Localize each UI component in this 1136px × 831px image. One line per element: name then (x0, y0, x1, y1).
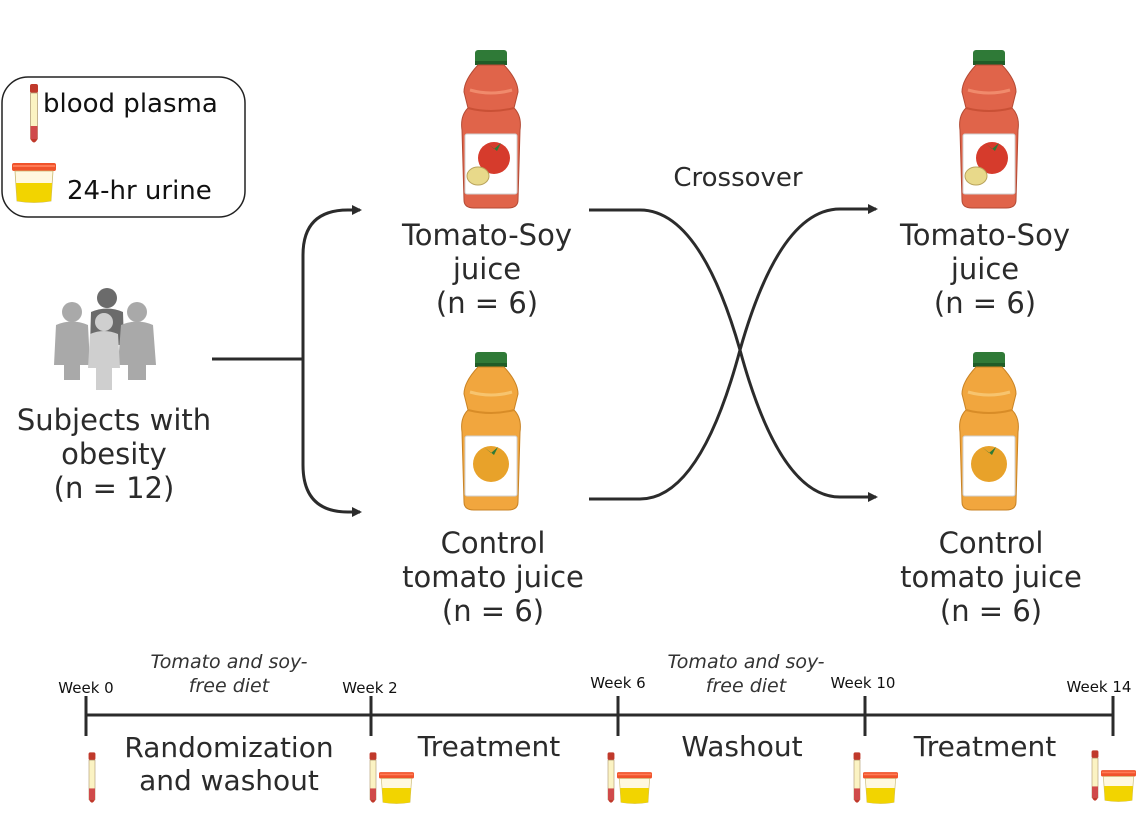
randomization-connector (212, 205, 362, 517)
arm-label-line2: tomato juice (402, 560, 584, 594)
arm-period1-bottom: Control tomato juice (n = 6) (402, 526, 584, 628)
phase-treatment-2: Treatment (913, 730, 1056, 763)
subjects-line3: (n = 12) (54, 471, 175, 505)
arm-label-line2: juice (950, 252, 1019, 286)
arm-label-line1: Control (939, 526, 1044, 560)
arm-label-line3: (n = 6) (442, 594, 544, 628)
timeline: Week 0 Week 2 Week 6 Week 10 Week 14 Tom… (58, 651, 1136, 805)
week-label: Week 0 (58, 679, 113, 697)
blood-tube-icon (1091, 749, 1099, 802)
arm-label-line3: (n = 6) (436, 286, 538, 320)
arm-period2-top: Tomato-Soy juice (n = 6) (899, 218, 1070, 320)
legend-blood-label: blood plasma (43, 89, 218, 119)
blood-tube-icon (88, 751, 96, 804)
arm-label-line1: Tomato-Soy (401, 218, 572, 252)
subjects-line2: obesity (61, 437, 167, 471)
soy-juice-bottle-icon (460, 50, 522, 210)
control-juice-bottle-icon-2 (958, 352, 1020, 512)
arm-period2-bottom: Control tomato juice (n = 6) (900, 526, 1082, 628)
people-icon (54, 288, 156, 390)
urine-cup-icon (12, 162, 56, 204)
blood-tube-icon (369, 751, 377, 804)
diet-note-1-line1: Tomato and soy- (151, 651, 308, 673)
week-label: Week 2 (342, 679, 397, 697)
phase-randomization-line2: and washout (139, 764, 319, 797)
urine-cup-icon (1101, 769, 1136, 803)
control-juice-bottle-icon (460, 352, 522, 512)
phase-washout: Washout (681, 730, 802, 763)
arm-label-line2: tomato juice (900, 560, 1082, 594)
arm-period1-top: Tomato-Soy juice (n = 6) (401, 218, 572, 320)
blood-tube-icon (853, 751, 861, 804)
arm-label-line1: Tomato-Soy (899, 218, 1070, 252)
blood-tube-icon (29, 84, 39, 143)
week-label: Week 10 (831, 674, 896, 692)
diet-note-2-line2: free diet (706, 675, 788, 697)
arm-label-line2: juice (452, 252, 521, 286)
subjects-line1: Subjects with (17, 403, 211, 437)
phase-treatment-1: Treatment (417, 730, 560, 763)
arm-label-line1: Control (441, 526, 546, 560)
urine-cup-icon (617, 771, 652, 805)
legend-urine-label: 24-hr urine (67, 176, 212, 206)
blood-tube-icon (607, 751, 615, 804)
diet-note-2-line1: Tomato and soy- (668, 651, 825, 673)
diet-note-1-line2: free diet (189, 675, 271, 697)
crossover-arrows (589, 204, 878, 502)
phase-randomization-line1: Randomization (124, 731, 333, 764)
urine-cup-icon (379, 771, 414, 805)
legend: blood plasma 24-hr urine (1, 76, 246, 218)
urine-cup-icon (863, 771, 898, 805)
arm-label-line3: (n = 6) (934, 286, 1036, 320)
legend-box (1, 76, 246, 218)
crossover-label: Crossover (673, 163, 803, 193)
soy-juice-bottle-icon-2 (958, 50, 1020, 210)
arm-label-line3: (n = 6) (940, 594, 1042, 628)
week-label: Week 14 (1067, 678, 1132, 696)
week-label: Week 6 (590, 674, 645, 692)
